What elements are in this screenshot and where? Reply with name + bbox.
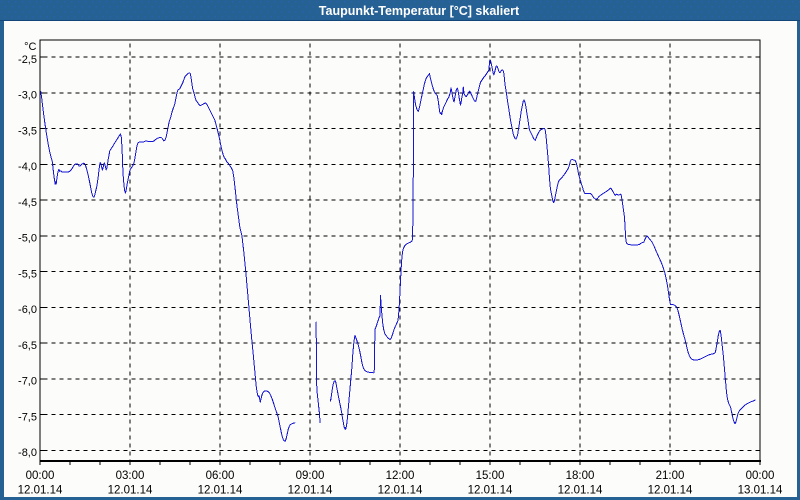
svg-text:12.01.14: 12.01.14 (108, 485, 153, 497)
svg-text:15:00: 15:00 (476, 470, 505, 482)
svg-text:-3,0: -3,0 (18, 90, 37, 102)
svg-text:-3,5: -3,5 (18, 125, 37, 137)
svg-text:-6,5: -6,5 (18, 340, 37, 352)
svg-text:06:00: 06:00 (206, 470, 235, 482)
svg-text:18:00: 18:00 (566, 470, 595, 482)
svg-text:-4,0: -4,0 (18, 161, 37, 173)
svg-text:-4,5: -4,5 (18, 197, 37, 209)
svg-text:00:00: 00:00 (26, 470, 55, 482)
svg-text:13.01.14: 13.01.14 (738, 485, 783, 497)
svg-text:-7,0: -7,0 (18, 376, 37, 388)
svg-text:-5,0: -5,0 (18, 233, 37, 245)
svg-text:12.01.14: 12.01.14 (18, 485, 63, 497)
svg-text:12:00: 12:00 (386, 470, 415, 482)
svg-text:Taupunkt-Temperatur [°C] skali: Taupunkt-Temperatur [°C] skaliert (319, 4, 520, 18)
svg-text:-6,0: -6,0 (18, 304, 37, 316)
svg-text:-5,5: -5,5 (18, 268, 37, 280)
svg-text:12.01.14: 12.01.14 (288, 485, 333, 497)
svg-text:12.01.14: 12.01.14 (198, 485, 243, 497)
svg-text:-2,5: -2,5 (18, 54, 37, 66)
svg-text:-8,0: -8,0 (18, 447, 37, 459)
svg-text:12.01.14: 12.01.14 (378, 485, 423, 497)
svg-text:12.01.14: 12.01.14 (648, 485, 693, 497)
svg-text:12.01.14: 12.01.14 (558, 485, 603, 497)
svg-text:12.01.14: 12.01.14 (468, 485, 513, 497)
svg-text:21:00: 21:00 (656, 470, 685, 482)
svg-text:-7,5: -7,5 (18, 411, 37, 423)
svg-text:09:00: 09:00 (296, 470, 325, 482)
svg-text:00:00: 00:00 (746, 470, 775, 482)
svg-text:03:00: 03:00 (116, 470, 145, 482)
svg-text:°C: °C (24, 41, 36, 53)
